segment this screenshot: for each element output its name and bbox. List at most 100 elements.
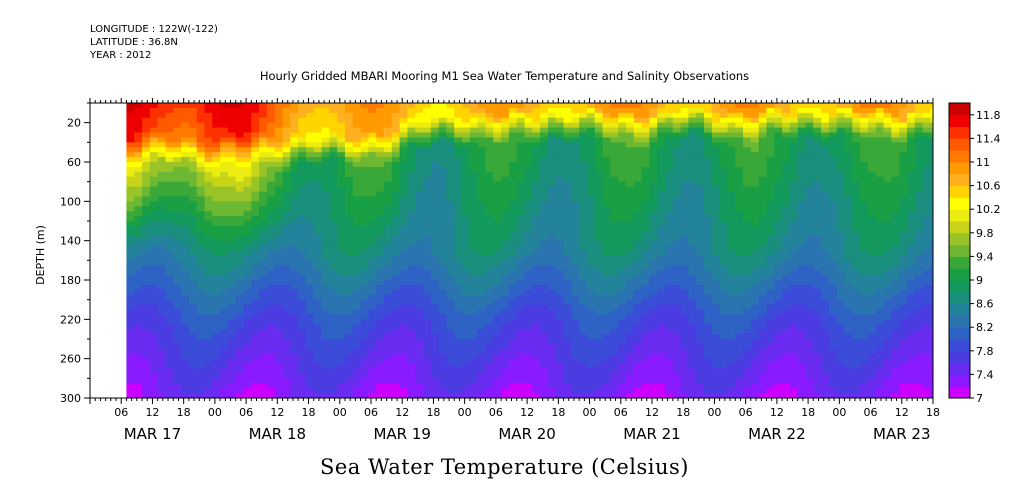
field-cell <box>399 196 409 202</box>
field-cell <box>735 299 744 306</box>
field-cell <box>391 225 401 232</box>
field-cell <box>516 358 526 365</box>
field-cell <box>586 294 596 301</box>
field-cell <box>251 378 260 384</box>
field-cell <box>594 329 604 335</box>
field-cell <box>743 211 752 217</box>
field-cell <box>711 245 721 252</box>
field-cell <box>649 162 658 168</box>
field-cell <box>704 137 713 143</box>
field-cell <box>391 304 401 311</box>
field-cell <box>649 260 658 266</box>
field-cell <box>251 122 260 129</box>
field-cell <box>165 324 174 330</box>
field-cell <box>344 324 354 330</box>
field-cell <box>344 240 354 247</box>
field-cell <box>243 152 252 158</box>
field-cell <box>508 373 518 379</box>
field-cell <box>337 299 346 306</box>
field-cell <box>602 363 611 370</box>
field-cell <box>610 142 619 148</box>
field-cell <box>711 299 721 306</box>
field-cell <box>766 162 775 168</box>
field-cell <box>469 334 479 340</box>
field-cell <box>610 221 619 227</box>
field-cell <box>134 186 143 193</box>
field-cell <box>227 343 237 350</box>
field-cell <box>227 368 237 375</box>
field-cell <box>625 157 635 163</box>
field-cell <box>540 255 549 261</box>
field-cell <box>735 324 744 330</box>
field-cell <box>594 294 604 301</box>
field-cell <box>259 107 268 114</box>
field-cell <box>134 393 143 398</box>
field-cell <box>274 353 284 360</box>
field-cell <box>391 216 401 222</box>
field-cell <box>516 107 526 114</box>
field-cell <box>149 103 159 109</box>
field-cell <box>290 314 299 320</box>
field-cell <box>688 383 697 389</box>
field-cell <box>610 294 619 301</box>
field-cell <box>649 122 658 129</box>
field-cell <box>274 162 284 168</box>
field-cell <box>665 137 674 143</box>
field-cell <box>555 329 565 335</box>
field-cell <box>524 294 533 301</box>
field-cell <box>469 186 479 193</box>
field-cell <box>665 157 674 163</box>
field-cell <box>766 324 775 330</box>
field-cell <box>344 334 354 340</box>
field-cell <box>259 275 268 281</box>
field-cell <box>251 107 260 114</box>
field-cell <box>633 294 643 301</box>
field-cell <box>188 181 198 188</box>
field-cell <box>462 176 471 183</box>
field-cell <box>298 230 307 237</box>
field-cell <box>251 147 260 153</box>
field-cell <box>220 235 229 242</box>
field-cell <box>743 250 752 257</box>
field-cell <box>493 284 502 291</box>
field-cell <box>563 221 572 227</box>
field-cell <box>126 240 135 247</box>
field-cell <box>508 250 518 257</box>
field-cell <box>477 358 487 365</box>
field-cell <box>501 117 510 124</box>
field-cell <box>181 378 190 384</box>
field-cell <box>696 368 705 375</box>
field-cell <box>766 166 775 173</box>
field-cell <box>188 162 198 168</box>
field-cell <box>227 334 237 340</box>
field-cell <box>594 201 604 207</box>
field-cell <box>532 132 541 139</box>
field-cell <box>594 275 604 281</box>
field-cell <box>516 289 526 296</box>
field-cell <box>227 127 237 134</box>
field-cell <box>665 117 674 124</box>
field-cell <box>586 122 596 129</box>
field-cell <box>563 314 572 320</box>
field-cell <box>532 225 541 232</box>
field-cell <box>227 280 237 286</box>
field-cell <box>508 289 518 296</box>
field-cell <box>227 225 237 232</box>
field-cell <box>360 388 369 394</box>
field-cell <box>423 240 432 247</box>
field-cell <box>719 334 729 340</box>
field-cell <box>696 186 705 193</box>
field-cell <box>571 388 580 394</box>
field-cell <box>586 206 596 212</box>
field-cell <box>227 181 237 188</box>
field-cell <box>454 132 463 139</box>
field-cell <box>165 196 174 202</box>
field-cell <box>399 339 409 345</box>
field-cell <box>344 378 354 384</box>
field-cell <box>438 137 448 143</box>
field-cell <box>665 250 674 257</box>
field-cell <box>696 265 705 271</box>
field-cell <box>493 235 502 242</box>
field-cell <box>321 378 330 384</box>
field-cell <box>641 127 650 134</box>
